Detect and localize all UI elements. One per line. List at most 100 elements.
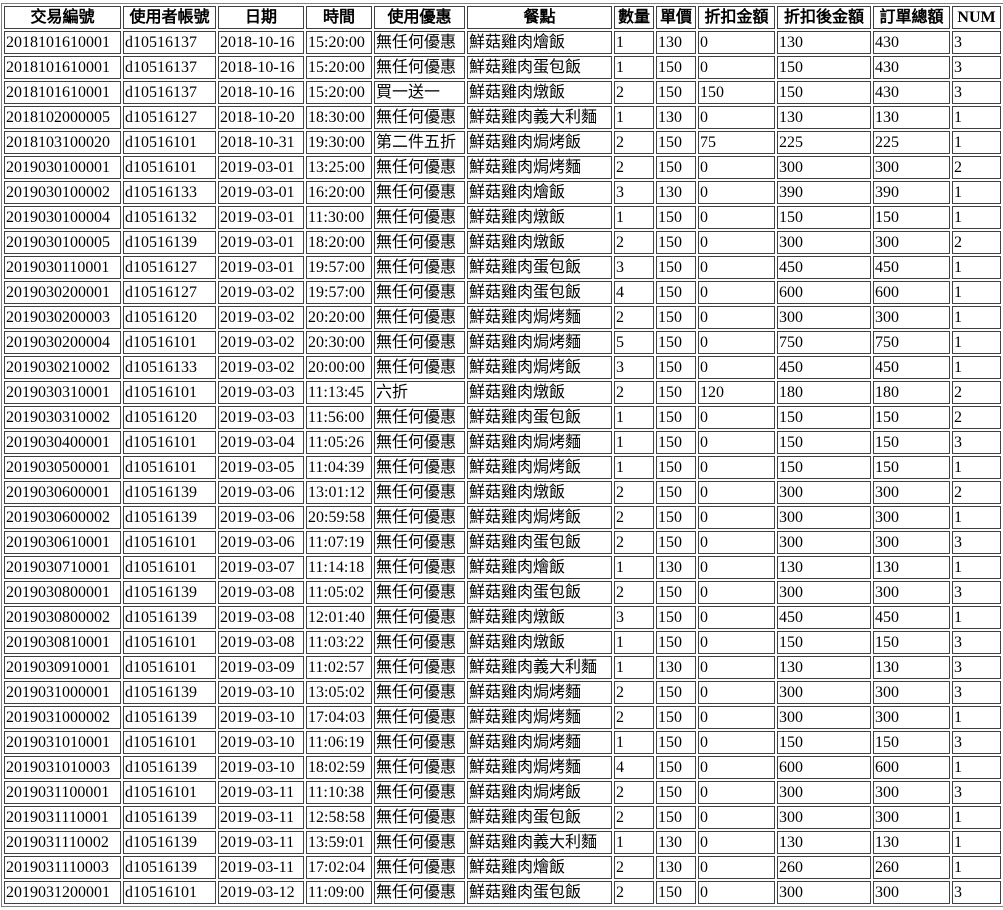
cell-user-account: d10516133 [123, 356, 216, 379]
cell-transaction-id: 2019031110001 [4, 806, 121, 829]
cell-date: 2019-03-01 [218, 231, 304, 254]
cell-discount-type: 無任何優惠 [374, 106, 465, 129]
cell-order-total: 300 [873, 706, 950, 729]
cell-date: 2019-03-06 [218, 506, 304, 529]
cell-order-total: 300 [873, 806, 950, 829]
cell-order-total: 750 [873, 331, 950, 354]
cell-user-account: d10516101 [123, 131, 216, 154]
cell-num: 1 [952, 306, 1001, 329]
cell-discount-type: 無任何優惠 [374, 831, 465, 854]
cell-order-total: 300 [873, 681, 950, 704]
cell-date: 2019-03-04 [218, 431, 304, 454]
cell-num: 1 [952, 606, 1001, 629]
table-row: 2019030500001 d10516101 2019-03-05 11:04:39… [4, 456, 1001, 479]
cell-transaction-id: 2019030200001 [4, 281, 121, 304]
cell-discounted-amount: 300 [777, 881, 871, 904]
cell-discount-amount: 0 [698, 256, 775, 279]
cell-time: 15:20:00 [306, 81, 372, 104]
cell-user-account: d10516137 [123, 31, 216, 54]
cell-order-total: 150 [873, 406, 950, 429]
cell-order-total: 130 [873, 556, 950, 579]
cell-discounted-amount: 300 [777, 231, 871, 254]
cell-transaction-id: 2018102000005 [4, 106, 121, 129]
cell-num: 3 [952, 81, 1001, 104]
cell-unit-price: 150 [656, 156, 696, 179]
cell-date: 2019-03-08 [218, 631, 304, 654]
column-header-meal: 餐點 [467, 6, 612, 29]
cell-user-account: d10516101 [123, 156, 216, 179]
cell-num: 3 [952, 781, 1001, 804]
cell-user-account: d10516139 [123, 506, 216, 529]
table-row: 2019031010001 d10516101 2019-03-10 11:06:19… [4, 731, 1001, 754]
cell-num: 1 [952, 106, 1001, 129]
column-header-unit-price: 單價 [656, 6, 696, 29]
cell-unit-price: 150 [656, 456, 696, 479]
cell-meal: 鮮菇雞肉蛋包飯 [467, 531, 612, 554]
cell-quantity: 3 [614, 256, 654, 279]
cell-order-total: 300 [873, 581, 950, 604]
cell-discount-amount: 0 [698, 631, 775, 654]
cell-quantity: 1 [614, 831, 654, 854]
cell-num: 3 [952, 56, 1001, 79]
cell-time: 13:25:00 [306, 156, 372, 179]
cell-user-account: d10516139 [123, 756, 216, 779]
cell-meal: 鮮菇雞肉蛋包飯 [467, 281, 612, 304]
cell-meal: 鮮菇雞肉焗烤飯 [467, 456, 612, 479]
cell-quantity: 1 [614, 731, 654, 754]
cell-quantity: 2 [614, 231, 654, 254]
cell-meal: 鮮菇雞肉義大利麵 [467, 656, 612, 679]
column-header-user-account: 使用者帳號 [123, 6, 216, 29]
cell-time: 12:58:58 [306, 806, 372, 829]
cell-discounted-amount: 180 [777, 381, 871, 404]
cell-date: 2019-03-11 [218, 856, 304, 879]
cell-discount-amount: 0 [698, 156, 775, 179]
cell-unit-price: 150 [656, 756, 696, 779]
cell-unit-price: 130 [656, 656, 696, 679]
cell-transaction-id: 2018101610001 [4, 56, 121, 79]
column-header-transaction-id: 交易編號 [4, 6, 121, 29]
cell-meal: 鮮菇雞肉燉飯 [467, 381, 612, 404]
table-row: 2019031000001 d10516139 2019-03-10 13:05:02… [4, 681, 1001, 704]
cell-meal: 鮮菇雞肉焗烤飯 [467, 506, 612, 529]
cell-date: 2019-03-01 [218, 256, 304, 279]
cell-time: 11:13:45 [306, 381, 372, 404]
cell-meal: 鮮菇雞肉蛋包飯 [467, 56, 612, 79]
cell-transaction-id: 2019030100001 [4, 156, 121, 179]
cell-discounted-amount: 150 [777, 81, 871, 104]
cell-quantity: 2 [614, 156, 654, 179]
cell-transaction-id: 2018101610001 [4, 81, 121, 104]
cell-date: 2018-10-16 [218, 56, 304, 79]
cell-date: 2019-03-10 [218, 706, 304, 729]
cell-discount-type: 無任何優惠 [374, 356, 465, 379]
cell-discounted-amount: 450 [777, 356, 871, 379]
cell-user-account: d10516101 [123, 731, 216, 754]
table-row: 2019031110002 d10516139 2019-03-11 13:59:01… [4, 831, 1001, 854]
cell-meal: 鮮菇雞肉焗烤麵 [467, 731, 612, 754]
cell-date: 2018-10-31 [218, 131, 304, 154]
cell-transaction-id: 2019030710001 [4, 556, 121, 579]
cell-unit-price: 150 [656, 731, 696, 754]
cell-unit-price: 150 [656, 131, 696, 154]
table-row: 2019030600001 d10516139 2019-03-06 13:01:12… [4, 481, 1001, 504]
cell-user-account: d10516120 [123, 406, 216, 429]
cell-discount-type: 無任何優惠 [374, 856, 465, 879]
orders-table: 交易編號 使用者帳號 日期 時間 使用優惠 餐點 數量 單價 折扣金額 折扣後金額 訂單總額 NUM … [1, 3, 1003, 907]
cell-meal: 鮮菇雞肉燴飯 [467, 181, 612, 204]
cell-time: 18:02:59 [306, 756, 372, 779]
cell-order-total: 130 [873, 106, 950, 129]
cell-num: 1 [952, 856, 1001, 879]
cell-meal: 鮮菇雞肉蛋包飯 [467, 806, 612, 829]
cell-discount-amount: 0 [698, 856, 775, 879]
cell-unit-price: 150 [656, 81, 696, 104]
cell-quantity: 2 [614, 306, 654, 329]
cell-unit-price: 130 [656, 556, 696, 579]
table-row: 2019030400001 d10516101 2019-03-04 11:05:26… [4, 431, 1001, 454]
cell-date: 2019-03-11 [218, 831, 304, 854]
cell-quantity: 2 [614, 806, 654, 829]
cell-discounted-amount: 300 [777, 681, 871, 704]
cell-discount-type: 第二件五折 [374, 131, 465, 154]
cell-discount-amount: 0 [698, 756, 775, 779]
cell-date: 2018-10-16 [218, 31, 304, 54]
cell-discounted-amount: 150 [777, 206, 871, 229]
cell-time: 19:30:00 [306, 131, 372, 154]
